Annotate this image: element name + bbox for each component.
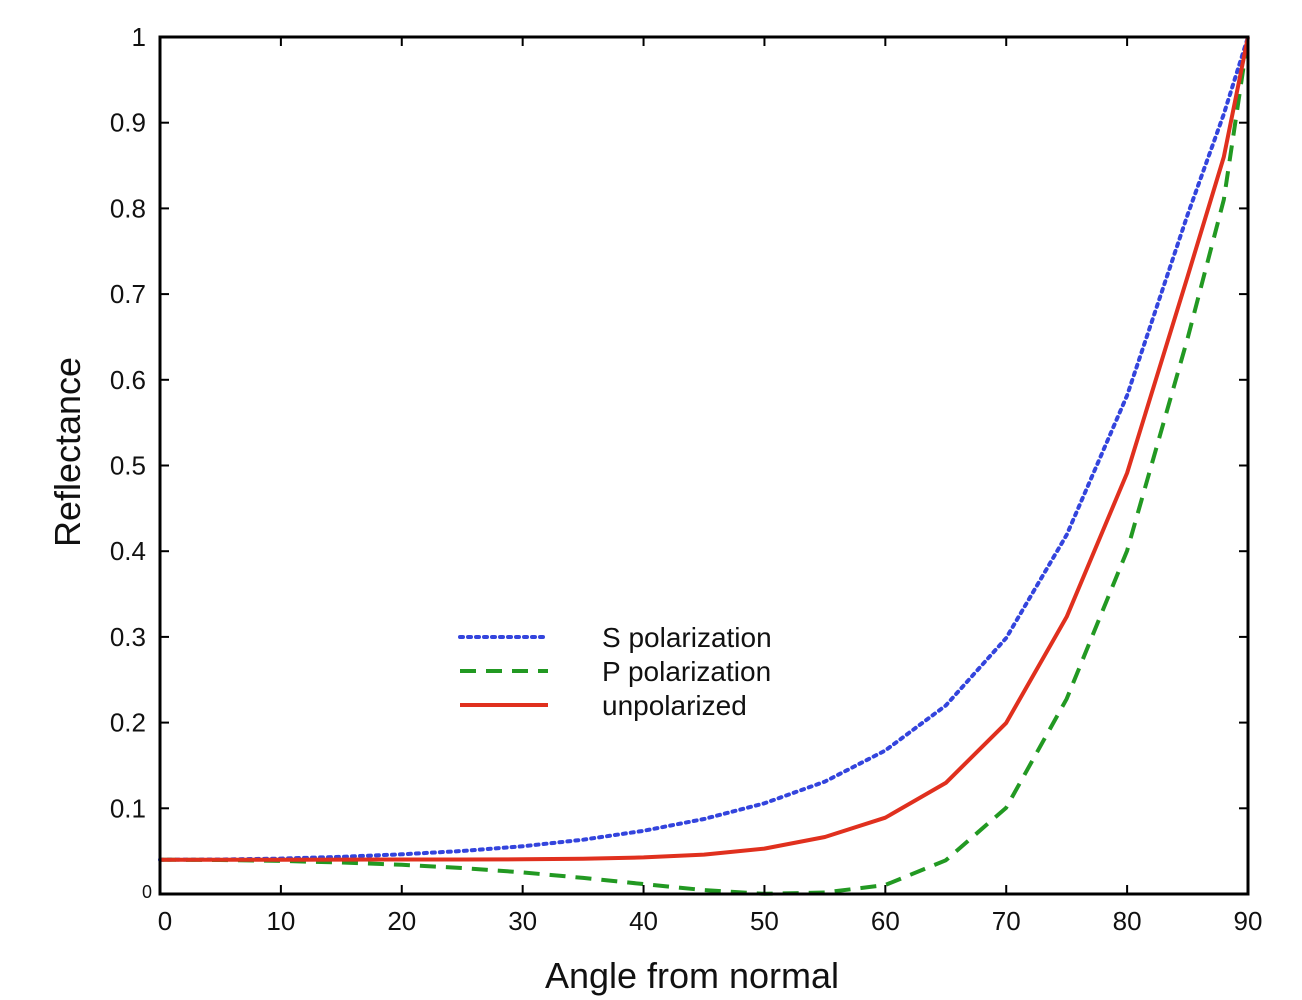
x-tick-label-40: 40 (629, 906, 658, 936)
plot-frame (158, 35, 1250, 896)
x-tick-label-30: 30 (508, 906, 537, 936)
y-tick-label-0.6: 0.6 (110, 365, 146, 395)
x-tick-label-10: 10 (266, 906, 295, 936)
series-line-p-polarization (159, 36, 1250, 896)
legend-label-p-polarization: P polarization (602, 656, 771, 687)
x-tick-label-0: 0 (158, 906, 172, 936)
y-tick-label-0.2: 0.2 (110, 708, 146, 738)
series-line-unpolarized (160, 36, 1250, 862)
y-axis-label: Reflectance (47, 357, 88, 547)
legend-label-unpolarized: unpolarized (602, 690, 747, 721)
x-tick-label-60: 60 (871, 906, 900, 936)
series-layer (158, 35, 1250, 896)
x-tick-label-50: 50 (750, 906, 779, 936)
x-tick-label-20: 20 (387, 906, 416, 936)
y-tick-label-0: 0 (142, 882, 152, 902)
y-tick-label-0.3: 0.3 (110, 622, 146, 652)
x-tick-label-80: 80 (1113, 906, 1142, 936)
tick-labels-layer: 0 10 20 30 40 50 60 70 80 90 0 0.1 0.2 0.3 0.4 0.5 0.6 0.… (110, 22, 1263, 936)
x-axis-label: Angle from normal (545, 955, 839, 996)
x-tick-label-70: 70 (992, 906, 1021, 936)
y-tick-label-0.1: 0.1 (110, 793, 146, 823)
y-tick-label-0.4: 0.4 (110, 536, 146, 566)
y-tick-label-0.9: 0.9 (110, 108, 146, 138)
ticks-layer (159, 36, 1249, 895)
legend-label-s-polarization: S polarization (602, 622, 772, 653)
series-line-s-polarization (158, 35, 1250, 862)
x-tick-label-90: 90 (1234, 906, 1263, 936)
y-tick-label-0.5: 0.5 (110, 451, 146, 481)
legend: S polarization P polarization unpolarize… (458, 622, 772, 721)
y-tick-label-0.7: 0.7 (110, 279, 146, 309)
y-tick-label-1: 1 (132, 22, 146, 52)
y-tick-label-0.8: 0.8 (110, 193, 146, 223)
